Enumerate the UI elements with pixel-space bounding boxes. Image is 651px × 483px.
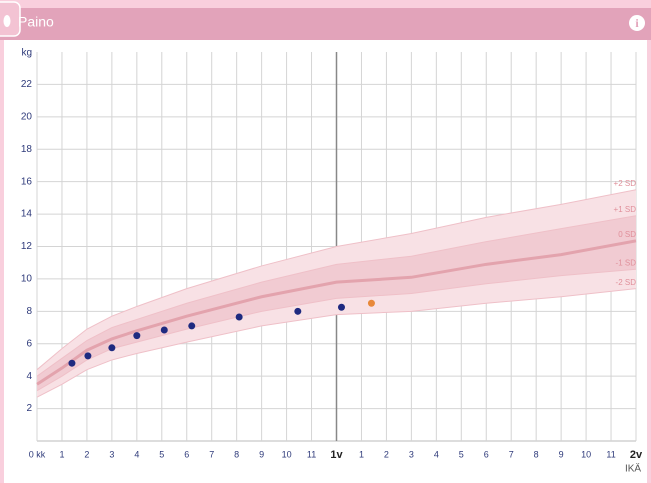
x-tick-label: 10: [282, 449, 292, 459]
sd-label: -2 SD: [616, 278, 637, 287]
x-tick-label: 6: [184, 449, 189, 459]
y-tick-label: 12: [21, 241, 33, 252]
info-icon[interactable]: [629, 15, 645, 31]
header-bar: [0, 8, 651, 40]
x-tick-label: 8: [534, 449, 539, 459]
measurement: [133, 332, 141, 340]
sd-label: +2 SD: [614, 179, 637, 188]
sd-curve: [36, 288, 637, 398]
measurement: [235, 313, 243, 321]
measurement: [188, 322, 196, 330]
x-tick-label: 6: [484, 449, 489, 459]
sd-label: -1 SD: [616, 258, 637, 267]
info-glyph: i: [635, 16, 639, 30]
y-axis-label: kg: [21, 48, 32, 59]
x-tick-label: 10: [581, 449, 591, 459]
x-tick-label: 4: [134, 449, 139, 459]
x-tick-label: 0 kk: [29, 449, 46, 459]
measurement: [84, 352, 92, 360]
sd-curve: [36, 239, 637, 386]
y-tick-label: 6: [26, 338, 32, 349]
x-axis-label: IKÄ: [625, 463, 641, 475]
x-tick-label: 2: [384, 449, 389, 459]
y-tick-label: 8: [26, 306, 32, 317]
measurement: [108, 344, 116, 352]
x-tick-label: 1v: [330, 449, 343, 461]
measurement: [294, 307, 302, 315]
x-tick-label: 1: [359, 449, 364, 459]
x-tick-label: 4: [434, 449, 439, 459]
measurement: [160, 326, 168, 334]
y-tick-label: 16: [21, 176, 33, 187]
y-tick-label: 4: [26, 371, 32, 382]
x-tick-label: 5: [459, 449, 464, 459]
foot-shape: [3, 15, 11, 27]
x-tick-label: 2v: [630, 449, 643, 461]
x-tick-label: 3: [109, 449, 114, 459]
sd-curve: [36, 189, 637, 371]
sd-band: [37, 215, 636, 391]
x-tick-label: 11: [606, 449, 615, 459]
y-tick-label: 10: [21, 274, 33, 285]
x-tick-label: 9: [259, 449, 264, 459]
measurement: [367, 299, 375, 307]
sd-curve: [36, 215, 637, 377]
x-tick-label: 8: [234, 449, 239, 459]
sd-curve: [36, 268, 637, 392]
sd-label: 0 SD: [618, 230, 636, 239]
x-tick-label: 5: [159, 449, 164, 459]
measurement: [68, 359, 76, 367]
x-tick-label: 7: [509, 449, 514, 459]
y-tick-label: 22: [21, 79, 33, 90]
x-tick-label: 2: [84, 449, 89, 459]
y-tick-label: 18: [21, 144, 33, 155]
sd-label: +1 SD: [614, 205, 637, 214]
x-tick-label: 7: [209, 449, 214, 459]
x-tick-label: 9: [559, 449, 564, 459]
header-title: Paino: [18, 14, 54, 30]
y-tick-label: 20: [21, 111, 33, 122]
x-tick-label: 1: [59, 449, 64, 459]
y-tick-label: 14: [21, 209, 33, 220]
x-tick-label: 11: [307, 449, 316, 459]
measurement: [337, 303, 345, 311]
y-tick-label: 2: [26, 403, 32, 414]
x-tick-label: 3: [409, 449, 414, 459]
